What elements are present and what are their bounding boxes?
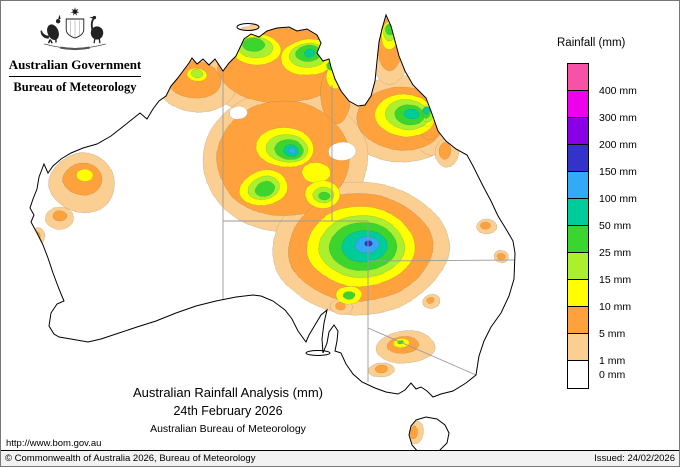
legend-label-15: 15 mm — [599, 274, 632, 286]
legend-cell-25 — [568, 226, 588, 253]
legend-label-300: 300 mm — [599, 112, 637, 124]
legend-label-200: 200 mm — [599, 139, 637, 151]
state-borders — [222, 71, 515, 382]
legend-cell-1 — [568, 334, 588, 361]
caption-org: Australian Bureau of Meteorology — [150, 423, 306, 435]
header-divider — [9, 76, 141, 77]
legend-label-1: 1 mm — [599, 355, 626, 367]
rain-level-100mm — [286, 148, 380, 254]
legend-cell-100 — [568, 172, 588, 199]
legend-cell-5 — [568, 307, 588, 334]
legend-label-100: 100 mm — [599, 193, 637, 205]
rain-zero-holes — [229, 105, 357, 161]
legend-label-5: 5 mm — [599, 328, 626, 340]
rain-level-50mm — [281, 48, 430, 262]
legend-cell-0 — [568, 361, 588, 388]
coat-of-arms-logo — [40, 7, 106, 51]
bom-url-link[interactable]: http://www.bom.gov.au — [6, 438, 102, 449]
legend-cell-10 — [568, 280, 588, 307]
government-title: Australian Government — [8, 57, 142, 72]
shield-stripes — [70, 20, 80, 38]
legend-label-150: 150 mm — [599, 166, 637, 178]
legend-cell-200 — [568, 118, 588, 145]
legend-cell-50 — [568, 199, 588, 226]
commonwealth-star-icon — [70, 7, 80, 16]
legend-label-10: 10 mm — [599, 301, 632, 313]
wattle-branch-icon — [44, 43, 106, 49]
caption-title: Australian Rainfall Analysis (mm) — [132, 385, 323, 400]
legend-cell-300 — [568, 91, 588, 118]
rainfall-legend: Rainfall (mm) 400 mm 300 mm 200 mm 150 mm 10… — [551, 37, 679, 417]
rain-level-150mm — [363, 240, 373, 248]
legend-cell-150 — [568, 145, 588, 172]
legend-title: Rainfall (mm) — [557, 37, 626, 49]
issued-date: Issued: 24/02/2026 — [594, 453, 675, 464]
rain-level-15mm — [190, 24, 434, 277]
kangaroo-icon — [40, 14, 61, 44]
rain-level-25mm — [242, 24, 431, 346]
emu-icon — [89, 15, 104, 44]
copyright-text: © Commonwealth of Australia 2026, Bureau… — [5, 453, 256, 464]
map-caption: Australian Rainfall Analysis (mm) 24th F… — [73, 385, 383, 435]
ribbon-icon — [60, 46, 90, 51]
legend-label-0: 0 mm — [599, 368, 626, 381]
legend-label-25: 25 mm — [599, 247, 632, 259]
bureau-title: Bureau of Meteorology — [13, 80, 137, 94]
caption-date: 24th February 2026 — [173, 404, 283, 418]
legend-cell-400 — [568, 64, 588, 91]
bom-header: Australian Government Bureau of Meteorol… — [7, 5, 143, 95]
status-bar: © Commonwealth of Australia 2026, Bureau… — [1, 450, 679, 466]
legend-bar — [567, 63, 589, 389]
legend-label-400: 400 mm — [599, 85, 637, 97]
legend-cell-15 — [568, 253, 588, 280]
legend-label-50: 50 mm — [599, 220, 632, 232]
